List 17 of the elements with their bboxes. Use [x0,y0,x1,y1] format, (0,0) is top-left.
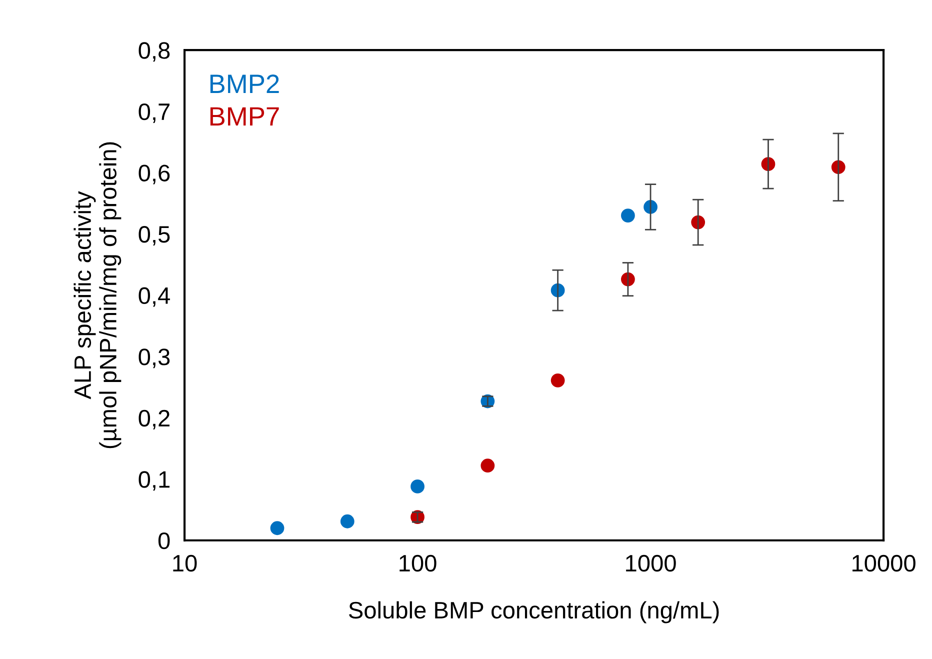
y-tick-label: 0,2 [138,410,170,430]
x-tick-label: 1000 [626,554,676,572]
y-axis-title: ALP specific activity (µmol pNP/min/mg of protein) [74,142,122,448]
x-tick-label: 10 [173,554,197,572]
text: BMP7 [210,107,279,126]
y-tick-label: 0,3 [138,348,170,368]
y-tick-label: 0 [158,532,170,550]
y-tick-label: 0,1 [138,471,170,491]
x-axis-title: Soluble BMP concentration (ng/mL) [348,601,719,624]
y-tick-label: 0,4 [138,287,170,307]
y-tick-label: 0,7 [138,103,170,123]
y-tick-label: 0,6 [138,164,170,184]
y-tick-label: 0,5 [138,226,170,246]
text: BMP2 [210,74,279,93]
x-tick-label: 100 [400,554,436,572]
y-tick-label: 0,8 [138,42,170,62]
x-tick-label: 10000 [852,554,916,572]
